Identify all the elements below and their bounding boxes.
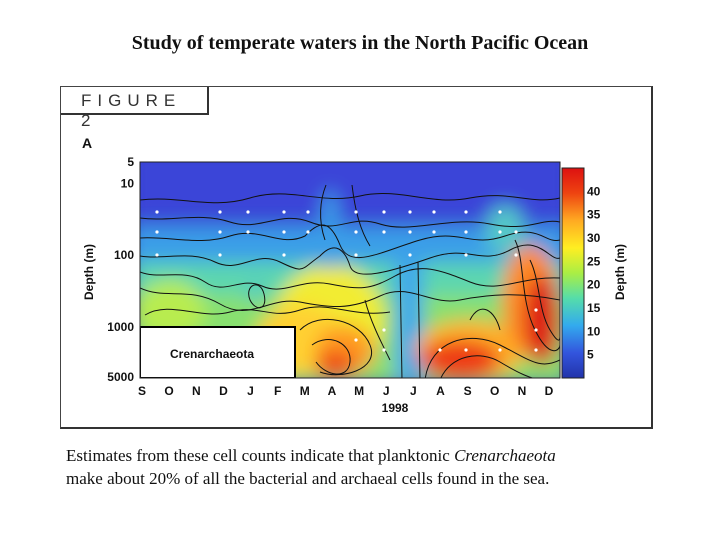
- y-tick-label: 5000: [107, 370, 134, 384]
- x-tick-label: F: [274, 384, 281, 398]
- colorbar-label: Depth (m): [613, 244, 627, 300]
- x-tick-label: A: [328, 384, 337, 398]
- x-tick-label: M: [300, 384, 310, 398]
- x-tick-label: A: [436, 384, 445, 398]
- figure-header: FIGURE 2: [61, 87, 209, 130]
- y-axis-label: Depth (m): [82, 244, 96, 300]
- x-tick-label: J: [247, 384, 254, 398]
- colorbar-tick-label: 15: [587, 301, 601, 315]
- sampling-points: [155, 210, 538, 352]
- caption-text-1: Estimates from these cell counts indicat…: [66, 446, 455, 465]
- slide-title: Study of temperate waters in the North P…: [131, 32, 589, 54]
- x-tick-label: N: [192, 384, 201, 398]
- y-tick-labels: 5 10 100 1000 5000: [107, 155, 134, 384]
- colorbar-tick-label: 35: [587, 208, 601, 222]
- x-tick-label: O: [490, 384, 499, 398]
- x-tick-label: N: [518, 384, 527, 398]
- colorbar-tick-label: 25: [587, 254, 601, 268]
- y-tick-label: 1000: [107, 320, 134, 334]
- y-tick-label: 10: [121, 177, 135, 191]
- colorbar-tick-label: 30: [587, 231, 601, 245]
- colorbar-tick-label: 5: [587, 348, 594, 362]
- x-tick-label: D: [219, 384, 228, 398]
- y-tick-label: 100: [114, 248, 134, 262]
- caption: Estimates from these cell counts indicat…: [66, 444, 686, 490]
- x-tick-label: O: [164, 384, 173, 398]
- y-tick-label: 5: [127, 155, 134, 169]
- colorbar-tick-label: 40: [587, 184, 601, 198]
- plot-border: [139, 161, 561, 379]
- caption-italic: Crenarchaeota: [454, 446, 556, 465]
- caption-text-2: make about 20% of all the bacterial and …: [66, 469, 550, 488]
- colorbar: [561, 167, 585, 379]
- x-tick-label: S: [138, 384, 146, 398]
- x-axis-label: 1998: [382, 401, 409, 415]
- colorbar-tick-labels: 40 35 30 25 20 15 10 5: [587, 184, 601, 361]
- figure-header-label: FIGURE 2: [81, 91, 182, 130]
- x-tick-label: J: [383, 384, 390, 398]
- x-tick-label: S: [464, 384, 472, 398]
- heatmap-blobs: [140, 162, 560, 378]
- colorbar-tick-label: 10: [587, 324, 601, 338]
- x-tick-label: D: [545, 384, 554, 398]
- x-tick-label: J: [410, 384, 417, 398]
- heatmap-field: [140, 162, 560, 378]
- x-tick-label: M: [354, 384, 364, 398]
- inset-label: Crenarchaeota: [170, 347, 254, 361]
- inset-box: [140, 326, 296, 378]
- panel-label: A: [82, 135, 92, 151]
- colorbar-tick-label: 20: [587, 278, 601, 292]
